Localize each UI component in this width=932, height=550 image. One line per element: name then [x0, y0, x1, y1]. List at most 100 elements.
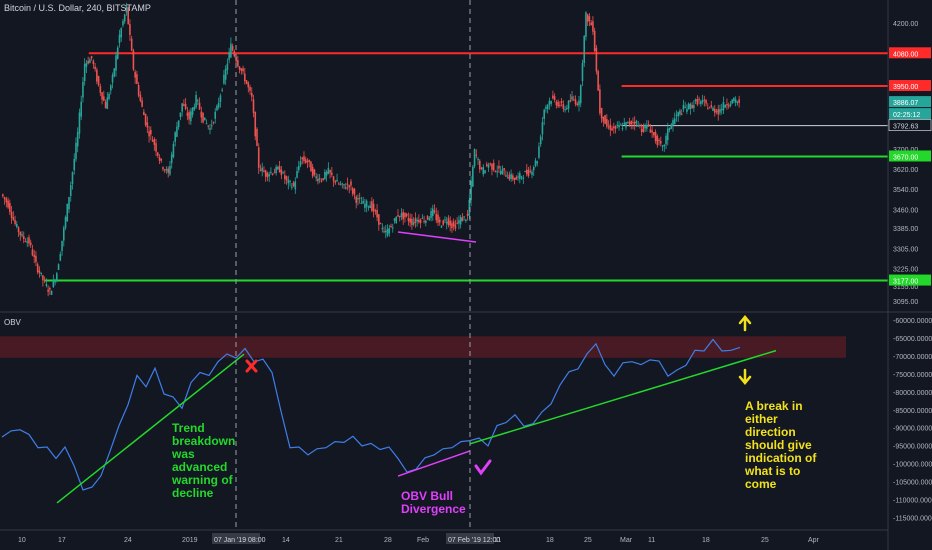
candle-body: [733, 97, 735, 102]
candle-body: [103, 96, 105, 101]
candle-body: [639, 125, 641, 127]
obv-tick: -85000.0000: [893, 408, 932, 415]
time-tick: 14: [282, 537, 290, 544]
obv-tick: -70000.0000: [893, 354, 932, 361]
candle-body: [344, 187, 347, 189]
candle-body: [566, 107, 568, 109]
obv-resistance-band: [0, 336, 846, 358]
candle-body: [386, 228, 389, 236]
candle-body: [210, 125, 213, 127]
candle-body: [273, 172, 276, 174]
candle-body: [388, 228, 391, 234]
candle-body: [317, 178, 319, 182]
candle-body: [116, 47, 119, 59]
candle-body: [203, 117, 206, 121]
candle-body: [56, 273, 58, 281]
candle-body: [350, 181, 352, 186]
candle-body: [254, 111, 257, 137]
candle-body: [96, 69, 98, 82]
candle-body: [28, 237, 30, 244]
candle-body: [289, 180, 291, 182]
candle-body: [183, 104, 185, 106]
candle-body: [237, 60, 239, 67]
price-tick: 3385.00: [893, 226, 918, 233]
obv-pane[interactable]: [0, 315, 846, 504]
candle-body: [162, 167, 164, 170]
candle-body: [684, 107, 686, 109]
candle-body: [597, 71, 599, 91]
candle-body: [120, 28, 123, 38]
candle-body: [245, 80, 248, 84]
candle-body: [376, 210, 378, 218]
candle-body: [160, 158, 163, 161]
candle-body: [672, 120, 674, 126]
candle-body: [505, 175, 507, 177]
candle-body: [280, 169, 283, 176]
candle-body: [230, 43, 232, 58]
candle-body: [541, 122, 544, 135]
candle-body: [22, 236, 25, 240]
candle-body: [395, 216, 398, 224]
candle-body: [115, 55, 117, 71]
candle-body: [532, 167, 535, 171]
candle-body: [57, 264, 60, 271]
candle-body: [158, 157, 161, 161]
candle-body: [609, 124, 612, 131]
candle-body: [557, 101, 559, 107]
candle-body: [653, 132, 655, 136]
price-label-bg: [889, 96, 931, 108]
candle-body: [5, 198, 8, 203]
candle-body: [696, 99, 699, 105]
candle-body: [334, 181, 337, 183]
candle-body: [266, 172, 269, 178]
candle-body: [36, 264, 39, 273]
candle-body: [68, 196, 70, 210]
candle-body: [585, 12, 587, 37]
candle-body: [217, 102, 220, 108]
time-tick: 10: [18, 537, 26, 544]
candle-body: [311, 166, 314, 177]
candle-body: [127, 7, 129, 24]
price-label-bg: [889, 80, 931, 92]
candle-body: [151, 139, 154, 142]
time-tick: 18: [546, 537, 554, 544]
candle-body: [724, 105, 727, 108]
candle-body: [512, 175, 514, 180]
candle-body: [99, 86, 102, 93]
candle-body: [73, 159, 76, 171]
candle-body: [647, 124, 650, 127]
candle-body: [15, 223, 18, 227]
candle-body: [174, 132, 176, 142]
candle-body: [722, 102, 725, 111]
candle-body: [287, 179, 290, 184]
candle-body: [80, 101, 82, 117]
candle-body: [506, 177, 509, 179]
candle-body: [663, 144, 666, 147]
candle-body: [628, 121, 631, 125]
candle-body: [632, 122, 634, 124]
candle-body: [78, 112, 81, 134]
candle-body: [200, 111, 203, 118]
candle-body: [581, 63, 584, 81]
candle-body: [501, 169, 504, 175]
candle-body: [169, 165, 171, 175]
candle-body: [320, 180, 323, 182]
candle-body: [407, 218, 410, 222]
candle-body: [397, 215, 399, 217]
candle-body: [416, 219, 418, 222]
price-label-bg: [889, 274, 931, 286]
candle-body: [64, 217, 67, 228]
candle-body: [318, 178, 321, 180]
candle-body: [438, 219, 441, 223]
price-pane[interactable]: [2, 2, 888, 297]
candle-body: [21, 234, 23, 236]
candle-body: [592, 21, 594, 32]
candle-body: [216, 105, 218, 111]
candle-body: [611, 128, 613, 131]
candle-body: [153, 139, 156, 145]
breakout-annotation: A break in either direction should give …: [745, 399, 817, 491]
candle-body: [2, 194, 4, 197]
candle-body: [9, 203, 11, 212]
